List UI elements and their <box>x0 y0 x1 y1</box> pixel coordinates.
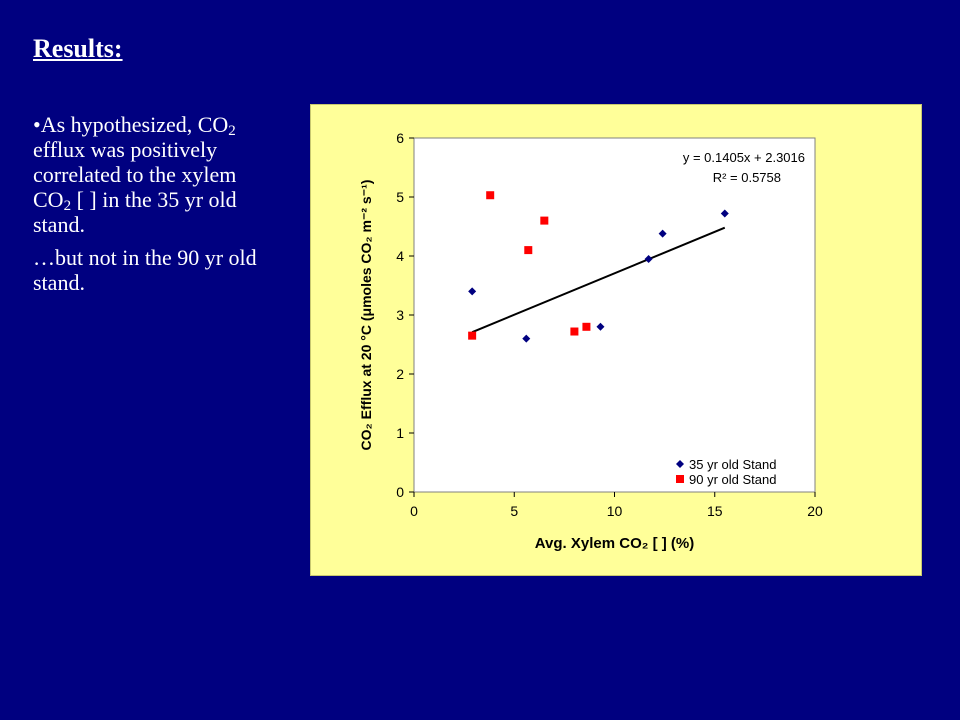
data-point-35yr <box>720 209 729 218</box>
trendline <box>471 226 726 334</box>
data-point-35yr <box>522 334 531 343</box>
bullet-contrast: …but not in the 90 yr old stand. <box>33 245 257 295</box>
y-axis-title: CO₂ Efflux at 20 °C (μmoles CO₂ m⁻² s⁻¹) <box>358 180 374 451</box>
chart-panel: 0 5 10 15 20 0 1 2 3 4 5 6 Avg. Xylem CO₂ [ ] (%) CO₂… <box>310 104 922 576</box>
legend-marker-90yr <box>676 475 684 483</box>
scatter-chart: 0 5 10 15 20 0 1 2 3 4 5 6 Avg. Xylem CO₂ [ ] (%) CO₂… <box>358 130 823 552</box>
data-point-90yr <box>486 191 495 200</box>
data-point-35yr <box>644 254 653 263</box>
data-point-35yr <box>468 287 477 296</box>
data-point-90yr <box>582 322 591 331</box>
x-tick-label: 20 <box>807 503 823 519</box>
x-tick-label: 15 <box>707 503 723 519</box>
legend-marker-35yr <box>676 460 684 468</box>
plot-area <box>413 137 816 493</box>
co2-subscript: 2 <box>228 123 236 139</box>
data-point-90yr <box>468 331 477 340</box>
legend-label-35yr: 35 yr old Stand <box>689 457 776 472</box>
y-tick-label: 2 <box>396 366 404 382</box>
co2-subscript: 2 <box>63 198 72 214</box>
bullet-hypothesis-text-c: [ ] in the 35 yr old stand. <box>33 187 237 237</box>
data-point-35yr <box>596 322 605 331</box>
y-tick-label: 5 <box>396 189 404 205</box>
y-tick-label: 0 <box>396 484 404 500</box>
x-axis-title: Avg. Xylem CO₂ [ ] (%) <box>535 535 694 552</box>
r-squared-label: R² = 0.5758 <box>713 170 781 185</box>
y-tick-label: 6 <box>396 130 404 146</box>
bullet-hypothesis-text-a: •As hypothesized, CO <box>33 112 229 137</box>
data-point-35yr <box>658 229 667 238</box>
trendline-equation: y = 0.1405x + 2.3016 <box>683 150 805 165</box>
bullet-hypothesis: •As hypothesized, CO2 efflux was positiv… <box>33 112 278 237</box>
x-tick-label: 0 <box>410 503 418 519</box>
y-tick-label: 1 <box>396 425 404 441</box>
x-tick-label: 10 <box>607 503 623 519</box>
y-tick-label: 3 <box>396 307 404 323</box>
data-point-90yr <box>540 216 549 225</box>
y-tick-label: 4 <box>396 248 404 264</box>
slide-title: Results: <box>33 34 123 63</box>
data-point-90yr <box>570 327 579 336</box>
x-tick-label: 5 <box>510 503 518 519</box>
data-point-90yr <box>524 246 533 255</box>
bullet-hypothesis-text-b: efflux was positively correlated to the … <box>33 137 237 212</box>
bullet-list: •As hypothesized, CO2 efflux was positiv… <box>33 112 278 303</box>
legend-label-90yr: 90 yr old Stand <box>689 472 776 487</box>
